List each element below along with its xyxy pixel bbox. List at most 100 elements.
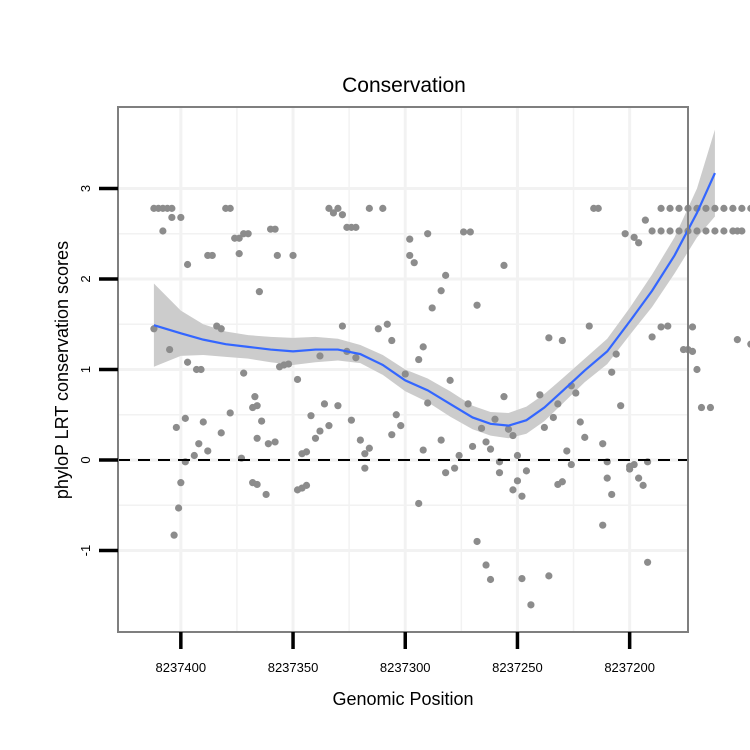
data-point [635, 474, 643, 482]
data-point [495, 469, 504, 477]
data-point [253, 434, 261, 442]
data-point [621, 230, 629, 238]
data-point [594, 204, 602, 212]
data-point [558, 336, 566, 345]
y-tick-label: 3 [78, 185, 93, 192]
data-point [451, 464, 459, 472]
data-point [361, 450, 369, 458]
data-point [197, 365, 205, 374]
x-tick-label: 8237300 [380, 660, 431, 675]
data-point [325, 204, 333, 212]
data-point [639, 481, 647, 489]
data-point [388, 431, 396, 439]
y-tick-label: 2 [78, 275, 93, 282]
data-point [168, 204, 176, 212]
data-point [181, 414, 189, 422]
data-point [273, 251, 281, 260]
data-point [320, 400, 329, 408]
data-point [513, 477, 522, 485]
data-point [567, 460, 575, 469]
data-point [747, 204, 750, 212]
data-point [585, 322, 593, 330]
data-point [738, 204, 746, 212]
data-point [504, 425, 513, 433]
data-point [702, 204, 710, 212]
data-point [251, 393, 259, 401]
data-point [195, 440, 203, 448]
data-point [711, 227, 719, 235]
data-point [599, 521, 607, 529]
data-point [545, 572, 553, 580]
x-axis: 8237400 8237350 8237300 8237250 8237200 [156, 632, 655, 675]
data-point [311, 434, 320, 442]
data-point [576, 418, 584, 426]
data-points [150, 204, 750, 609]
data-point [397, 422, 405, 430]
data-point [603, 474, 611, 482]
data-point [352, 354, 360, 362]
data-point [486, 445, 495, 453]
data-point [693, 227, 701, 235]
data-point [428, 304, 436, 312]
x-tick-label: 8237400 [156, 660, 207, 675]
data-point [415, 355, 423, 364]
data-point [522, 467, 531, 475]
data-point [459, 228, 468, 236]
data-point [626, 462, 634, 470]
x-tick-label: 8237250 [492, 660, 543, 675]
data-point [518, 574, 526, 583]
data-point [217, 325, 225, 333]
data-point [442, 271, 450, 279]
y-axis-label: phyloP LRT conservation scores [52, 241, 72, 499]
data-point [262, 490, 270, 499]
data-point [406, 235, 414, 243]
data-point [464, 400, 472, 408]
x-axis-label: Genomic Position [332, 689, 473, 709]
data-point [174, 504, 183, 512]
data-point [486, 575, 495, 584]
data-point [302, 448, 311, 456]
data-point [177, 479, 185, 487]
data-point [482, 561, 490, 569]
data-point [419, 446, 427, 454]
data-point [307, 412, 315, 420]
data-point [549, 413, 557, 422]
data-point [183, 358, 192, 366]
data-point [244, 230, 252, 238]
data-point [226, 204, 234, 212]
data-point [199, 418, 207, 426]
data-point [253, 402, 261, 410]
y-tick-label: 0 [78, 456, 93, 463]
data-point [410, 259, 418, 267]
data-point [258, 417, 266, 425]
data-point [468, 442, 477, 451]
data-point [361, 464, 369, 472]
y-axis: -1 0 1 2 3 [78, 185, 118, 556]
data-point [477, 424, 486, 432]
chart-title: Conservation [342, 74, 466, 97]
data-point [325, 422, 333, 430]
data-point [383, 320, 391, 328]
data-point [563, 447, 571, 455]
data-point [406, 251, 414, 260]
data-point [675, 204, 683, 212]
data-point [747, 340, 750, 348]
data-point [365, 204, 373, 212]
data-point [255, 288, 263, 296]
data-point [442, 469, 450, 477]
data-point [500, 393, 508, 401]
data-point [446, 376, 454, 384]
data-point [666, 227, 674, 235]
data-point [617, 402, 625, 410]
data-point [168, 213, 176, 222]
data-point [536, 391, 544, 399]
x-tick-label: 8237350 [268, 660, 319, 675]
data-point [581, 433, 589, 441]
data-point [217, 429, 225, 437]
data-point [159, 227, 167, 235]
data-point [264, 440, 272, 448]
data-point [648, 227, 656, 235]
data-point [316, 427, 324, 435]
data-point [374, 325, 382, 333]
data-point [540, 423, 548, 432]
